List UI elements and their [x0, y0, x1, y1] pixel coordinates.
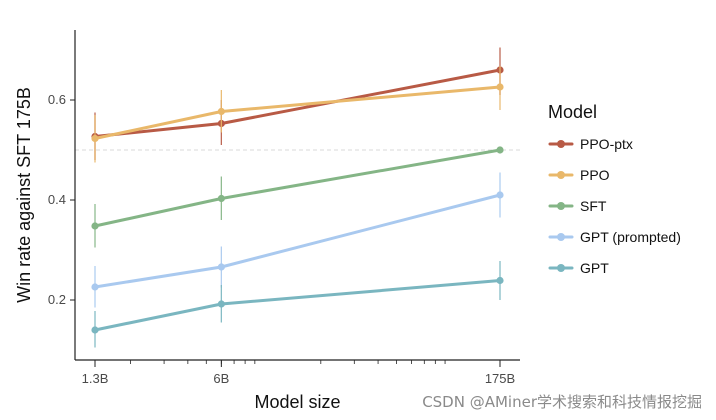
series-line: [93, 193, 502, 289]
legend-swatch-dot: [557, 264, 565, 272]
data-point: [496, 146, 504, 154]
legend-label: GPT: [580, 260, 609, 276]
legend-item: PPO: [548, 167, 610, 183]
series-line: [93, 279, 502, 332]
data-point: [217, 107, 225, 116]
legend-swatch-dot: [557, 140, 565, 148]
legend-item: PPO-ptx: [548, 136, 633, 152]
legend-label: PPO-ptx: [580, 136, 633, 152]
y-tick-label: 0.6: [48, 92, 66, 107]
legend-swatch-dot: [557, 233, 565, 241]
legend-label: GPT (prompted): [580, 229, 681, 245]
legend-swatch-dot: [557, 171, 565, 179]
data-point: [496, 83, 504, 91]
legend-item: SFT: [548, 198, 607, 214]
data-point: [217, 300, 225, 308]
data-point: [496, 276, 504, 285]
legend-item: GPT: [548, 260, 609, 276]
data-point: [91, 283, 99, 291]
data-point: [217, 194, 225, 203]
legend: Model PPO-ptx PPO SFT GPT (prompted) GPT: [548, 102, 681, 276]
data-point: [91, 326, 99, 334]
series-gpt-prompted-: [91, 172, 504, 308]
axes: [70, 30, 520, 367]
data-point: [91, 134, 99, 143]
series-sft: [91, 146, 504, 248]
data-point: [91, 222, 99, 230]
series-gpt: [91, 261, 504, 348]
y-tick-label: 0.4: [48, 192, 66, 207]
legend-title: Model: [548, 102, 597, 122]
legend-item: GPT (prompted): [548, 229, 681, 245]
data-point: [496, 191, 504, 199]
y-tick-label: 0.2: [48, 292, 66, 307]
x-tick-label: 1.3B: [82, 371, 109, 386]
legend-label: PPO: [580, 167, 610, 183]
series-layer: [91, 47, 504, 348]
labels-layer: 0.2 0.4 0.6 1.3B 6B 175B Model size Win rate ag…: [14, 87, 515, 412]
y-axis-title: Win rate against SFT 175B: [14, 87, 34, 303]
watermark-text: CSDN @AMiner学术搜索和科技情报挖掘: [422, 393, 702, 411]
data-point: [217, 263, 225, 271]
x-tick-label: 175B: [485, 371, 515, 386]
legend-label: SFT: [580, 198, 607, 214]
series-ppo: [91, 66, 504, 163]
x-axis-title: Model size: [254, 392, 340, 412]
legend-swatch-dot: [557, 202, 565, 210]
series-line: [93, 148, 502, 228]
x-tick-label: 6B: [213, 371, 229, 386]
